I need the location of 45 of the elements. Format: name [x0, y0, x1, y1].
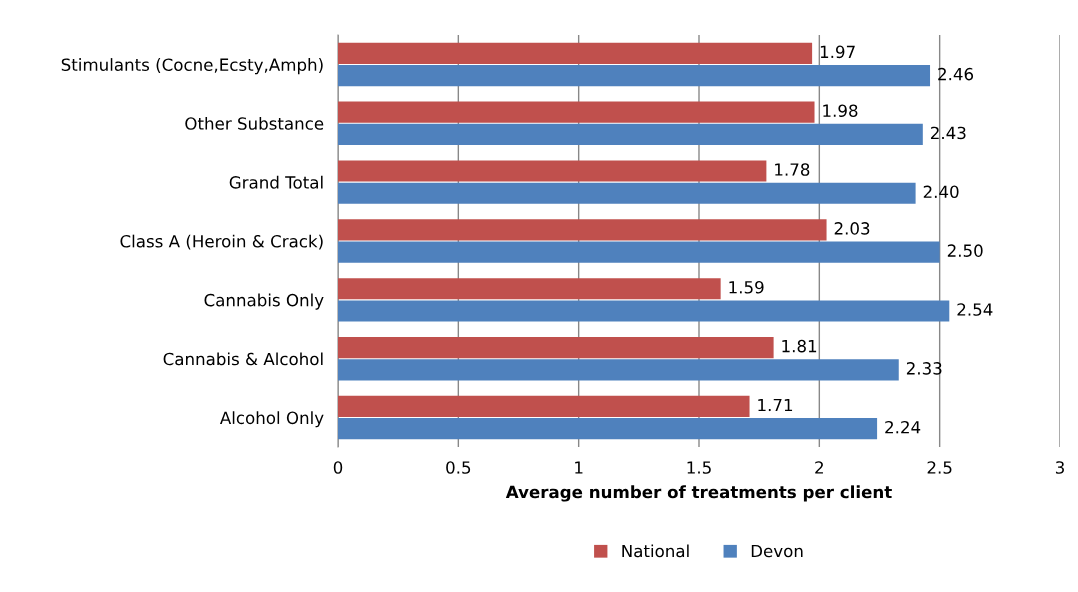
data-label: 2.54	[957, 303, 993, 316]
bar	[338, 395, 750, 418]
bar	[338, 182, 916, 204]
x-tick-label: 2.5	[927, 461, 952, 474]
y-tick-label: Cannabis & Alcohol	[163, 352, 323, 366]
y-tick-label: Grand Total	[229, 175, 323, 189]
bar	[338, 359, 899, 381]
data-label: 2.33	[906, 362, 942, 375]
data-label: 2.24	[885, 420, 921, 434]
bar	[338, 123, 923, 145]
x-tick-label: 0	[333, 461, 343, 474]
bar	[338, 42, 813, 64]
bar	[338, 64, 931, 87]
x-tick-label: 2	[815, 461, 823, 474]
bar	[338, 337, 774, 359]
x-axis-title: Average number of treatments per client	[505, 485, 892, 502]
bar	[338, 300, 950, 322]
bar	[338, 278, 721, 300]
data-label: 1.97	[820, 45, 855, 59]
bar	[338, 160, 767, 182]
data-label: 1.59	[729, 280, 764, 294]
data-label: 2.03	[834, 222, 870, 235]
bar	[338, 418, 878, 440]
data-label: 2.50	[947, 244, 983, 257]
data-label: 1.81	[782, 339, 817, 353]
y-tick-label: Other Substance	[185, 116, 324, 130]
bar	[338, 241, 940, 263]
legend-label: Devon	[751, 544, 803, 558]
bar	[338, 219, 827, 241]
data-label: 2.46	[938, 67, 974, 81]
x-tick-label: 1	[575, 461, 583, 474]
data-label: 1.78	[775, 163, 810, 176]
x-tick-label: 1.5	[687, 461, 711, 474]
y-tick-label: Stimulants (Cocne,Ecsty,Amph)	[61, 58, 323, 75]
y-tick-label: Alcohol Only	[219, 411, 324, 428]
x-tick-label: 3	[1055, 461, 1064, 474]
x-tick-label: 0.5	[446, 461, 471, 474]
bar	[338, 101, 815, 123]
y-tick-label: Class A (Heroin & Crack)	[120, 234, 323, 250]
legend-label: National	[622, 544, 689, 558]
data-label: 2.40	[923, 185, 959, 199]
data-label: 1.98	[823, 104, 858, 117]
data-label: 1.71	[758, 398, 793, 412]
data-label: 2.43	[930, 126, 966, 140]
y-tick-label: Cannabis Only	[204, 293, 324, 310]
